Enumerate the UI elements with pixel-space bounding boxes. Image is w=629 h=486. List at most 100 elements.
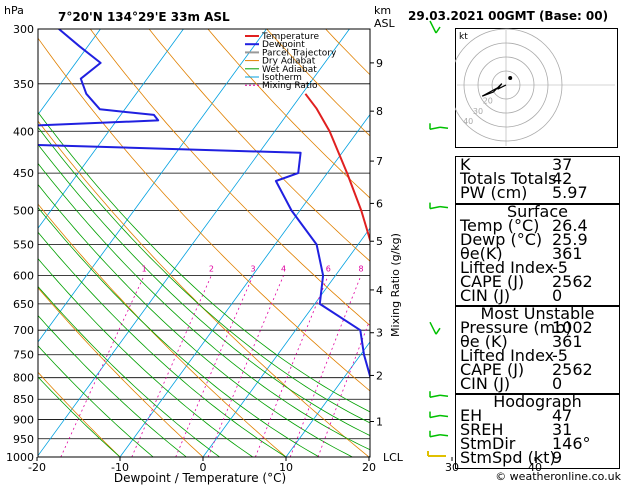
mixing-ratio-line (317, 318, 370, 457)
km-tick-label: 9 (376, 57, 383, 70)
temperature-tick-label: 20 (362, 461, 376, 474)
km-unit-label: km (374, 4, 391, 17)
dry-adiabat-line (207, 29, 370, 199)
pressure-tick-label: 350 (13, 78, 34, 91)
surface-row: CIN (J) 0 (460, 286, 563, 305)
mixing-ratio-tick-label: 16 (439, 264, 449, 273)
most-unstable-row: Lifted Index -5 (460, 346, 568, 365)
dry-adiabat-line (89, 29, 370, 326)
pressure-tick-label: 300 (13, 23, 34, 36)
isotherm-line (38, 29, 350, 457)
plot-frame (37, 28, 371, 458)
temperature-tick-label: 40 (528, 461, 542, 474)
wet-adiabat-line (38, 314, 187, 457)
pressure-tick-label: 800 (13, 372, 34, 385)
indices-row: Totals Totals 42 (460, 169, 573, 188)
indices-row: PW (cm) 5.97 (460, 183, 588, 202)
wet-adiabat-line (38, 231, 287, 457)
wind-barb (427, 451, 446, 457)
pressure-unit-label: hPa (4, 4, 24, 17)
x-axis-label: Dewpoint / Temperature (°C) (114, 471, 286, 485)
km-tick-label: 1 (376, 416, 383, 429)
legend-label: Mixing Ratio (262, 81, 318, 91)
dry-adiabat-line (148, 29, 370, 262)
copyright-footer: © weatheronline.co.uk (495, 470, 621, 483)
pressure-tick-label: 600 (13, 269, 34, 282)
temperature-tick-label: 0 (200, 461, 207, 474)
wind-barb (429, 321, 441, 335)
mixing-ratio-line (255, 275, 329, 457)
pressure-tick-label: 500 (13, 205, 34, 218)
hodograph-table-title: Hodograph (493, 392, 582, 411)
pressure-tick-label: 750 (13, 349, 34, 362)
km-tick-label: 3 (376, 327, 383, 340)
indices-box: K 37 Totals Totals 42 PW (cm) 5.97 (455, 156, 620, 205)
surface-row: Temp (°C) 26.4 (460, 216, 588, 235)
wind-barb (429, 20, 441, 34)
surface-box: Surface Temp (°C) 26.4 Dewp (°C) 25.9 θe(K… (455, 203, 620, 307)
legend-label: Dry Adiabat (262, 57, 316, 67)
hodograph-table-row: EH 47 (460, 406, 573, 425)
km-tick-label: 8 (376, 105, 383, 118)
most-unstable-row: CIN (J) 0 (460, 374, 563, 393)
hodograph-table-box: Hodograph EH 47 SREH 31 StmDir 146° StmSpd … (455, 393, 620, 469)
surface-row: Lifted Index -5 (460, 258, 568, 277)
storm-motion-marker (508, 76, 513, 80)
isotherm-line (38, 29, 184, 229)
km-tick-label: 7 (376, 155, 383, 168)
pressure-tick-label: 1000 (6, 451, 34, 464)
location-title: 7°20'N 134°29'E 33m ASL (58, 10, 230, 24)
mixing-ratio-tick-label: 2 (209, 264, 214, 273)
km-tick-label: 2 (376, 369, 383, 382)
wet-adiabat-line (38, 162, 370, 451)
dry-adiabat-line (38, 287, 204, 457)
wet-adiabat-line (38, 206, 320, 457)
mixing-ratio-tick-label: 3 (250, 264, 255, 273)
dry-adiabat-line (620, 29, 629, 457)
temperature-tick-label: -20 (28, 461, 46, 474)
mixing-ratio-line (289, 275, 362, 457)
km-tick-label: 6 (376, 197, 383, 210)
datetime-label: 29.03.2021 00GMT (Base: 00) (408, 9, 609, 23)
mixing-ratio-line (207, 275, 284, 457)
hodograph-table-row: StmDir 146° (460, 434, 591, 453)
dry-adiabat-line (38, 37, 370, 392)
isotherm-line (202, 227, 370, 457)
surface-row: Dewp (°C) 25.9 (460, 230, 588, 249)
mixing-ratio-tick-label: 4 (281, 264, 286, 273)
mixing-ratio-line (131, 275, 212, 457)
hodograph-ring-label: 20 (483, 97, 493, 106)
pressure-tick-label: 550 (13, 238, 34, 251)
temperature-line (304, 93, 370, 244)
mixing-ratio-line (175, 275, 254, 457)
pressure-tick-label: 950 (13, 433, 34, 446)
wet-adiabat-line (38, 376, 121, 457)
surface-title: Surface (507, 202, 568, 221)
mixing-ratio-tick-label: 1 (142, 264, 147, 273)
pressure-tick-label: 850 (13, 393, 34, 406)
dry-adiabat-line (38, 203, 287, 457)
wet-adiabat-line (38, 285, 220, 457)
km-tick-label: 4 (376, 284, 383, 297)
indices-row: K 37 (460, 155, 573, 174)
hodograph-table-row: SREH 31 (460, 420, 573, 439)
hodograph-frame (455, 28, 618, 148)
legend-label: Isotherm (262, 73, 302, 83)
hodograph-trace (481, 83, 507, 97)
dewpoint-line (38, 29, 370, 379)
hodograph-ring-label: 30 (473, 107, 483, 116)
parcel-trajectory-line (379, 84, 427, 457)
isotherm-line (119, 113, 370, 457)
pressure-tick-label: 400 (13, 125, 34, 138)
wet-adiabat-line (38, 183, 353, 457)
mixing-ratio-line (60, 275, 145, 457)
dry-adiabat-line (38, 371, 121, 457)
isotherm-line (285, 341, 370, 457)
most-unstable-title: Most Unstable (480, 304, 595, 323)
mixing-ratio-axis-label: Mixing Ratio (g/kg) (389, 233, 402, 337)
legend-label: Wet Adiabat (262, 65, 317, 75)
most-unstable-row: CAPE (J) 2562 (460, 360, 593, 379)
legend-label: Parcel Trajectory (262, 48, 337, 58)
